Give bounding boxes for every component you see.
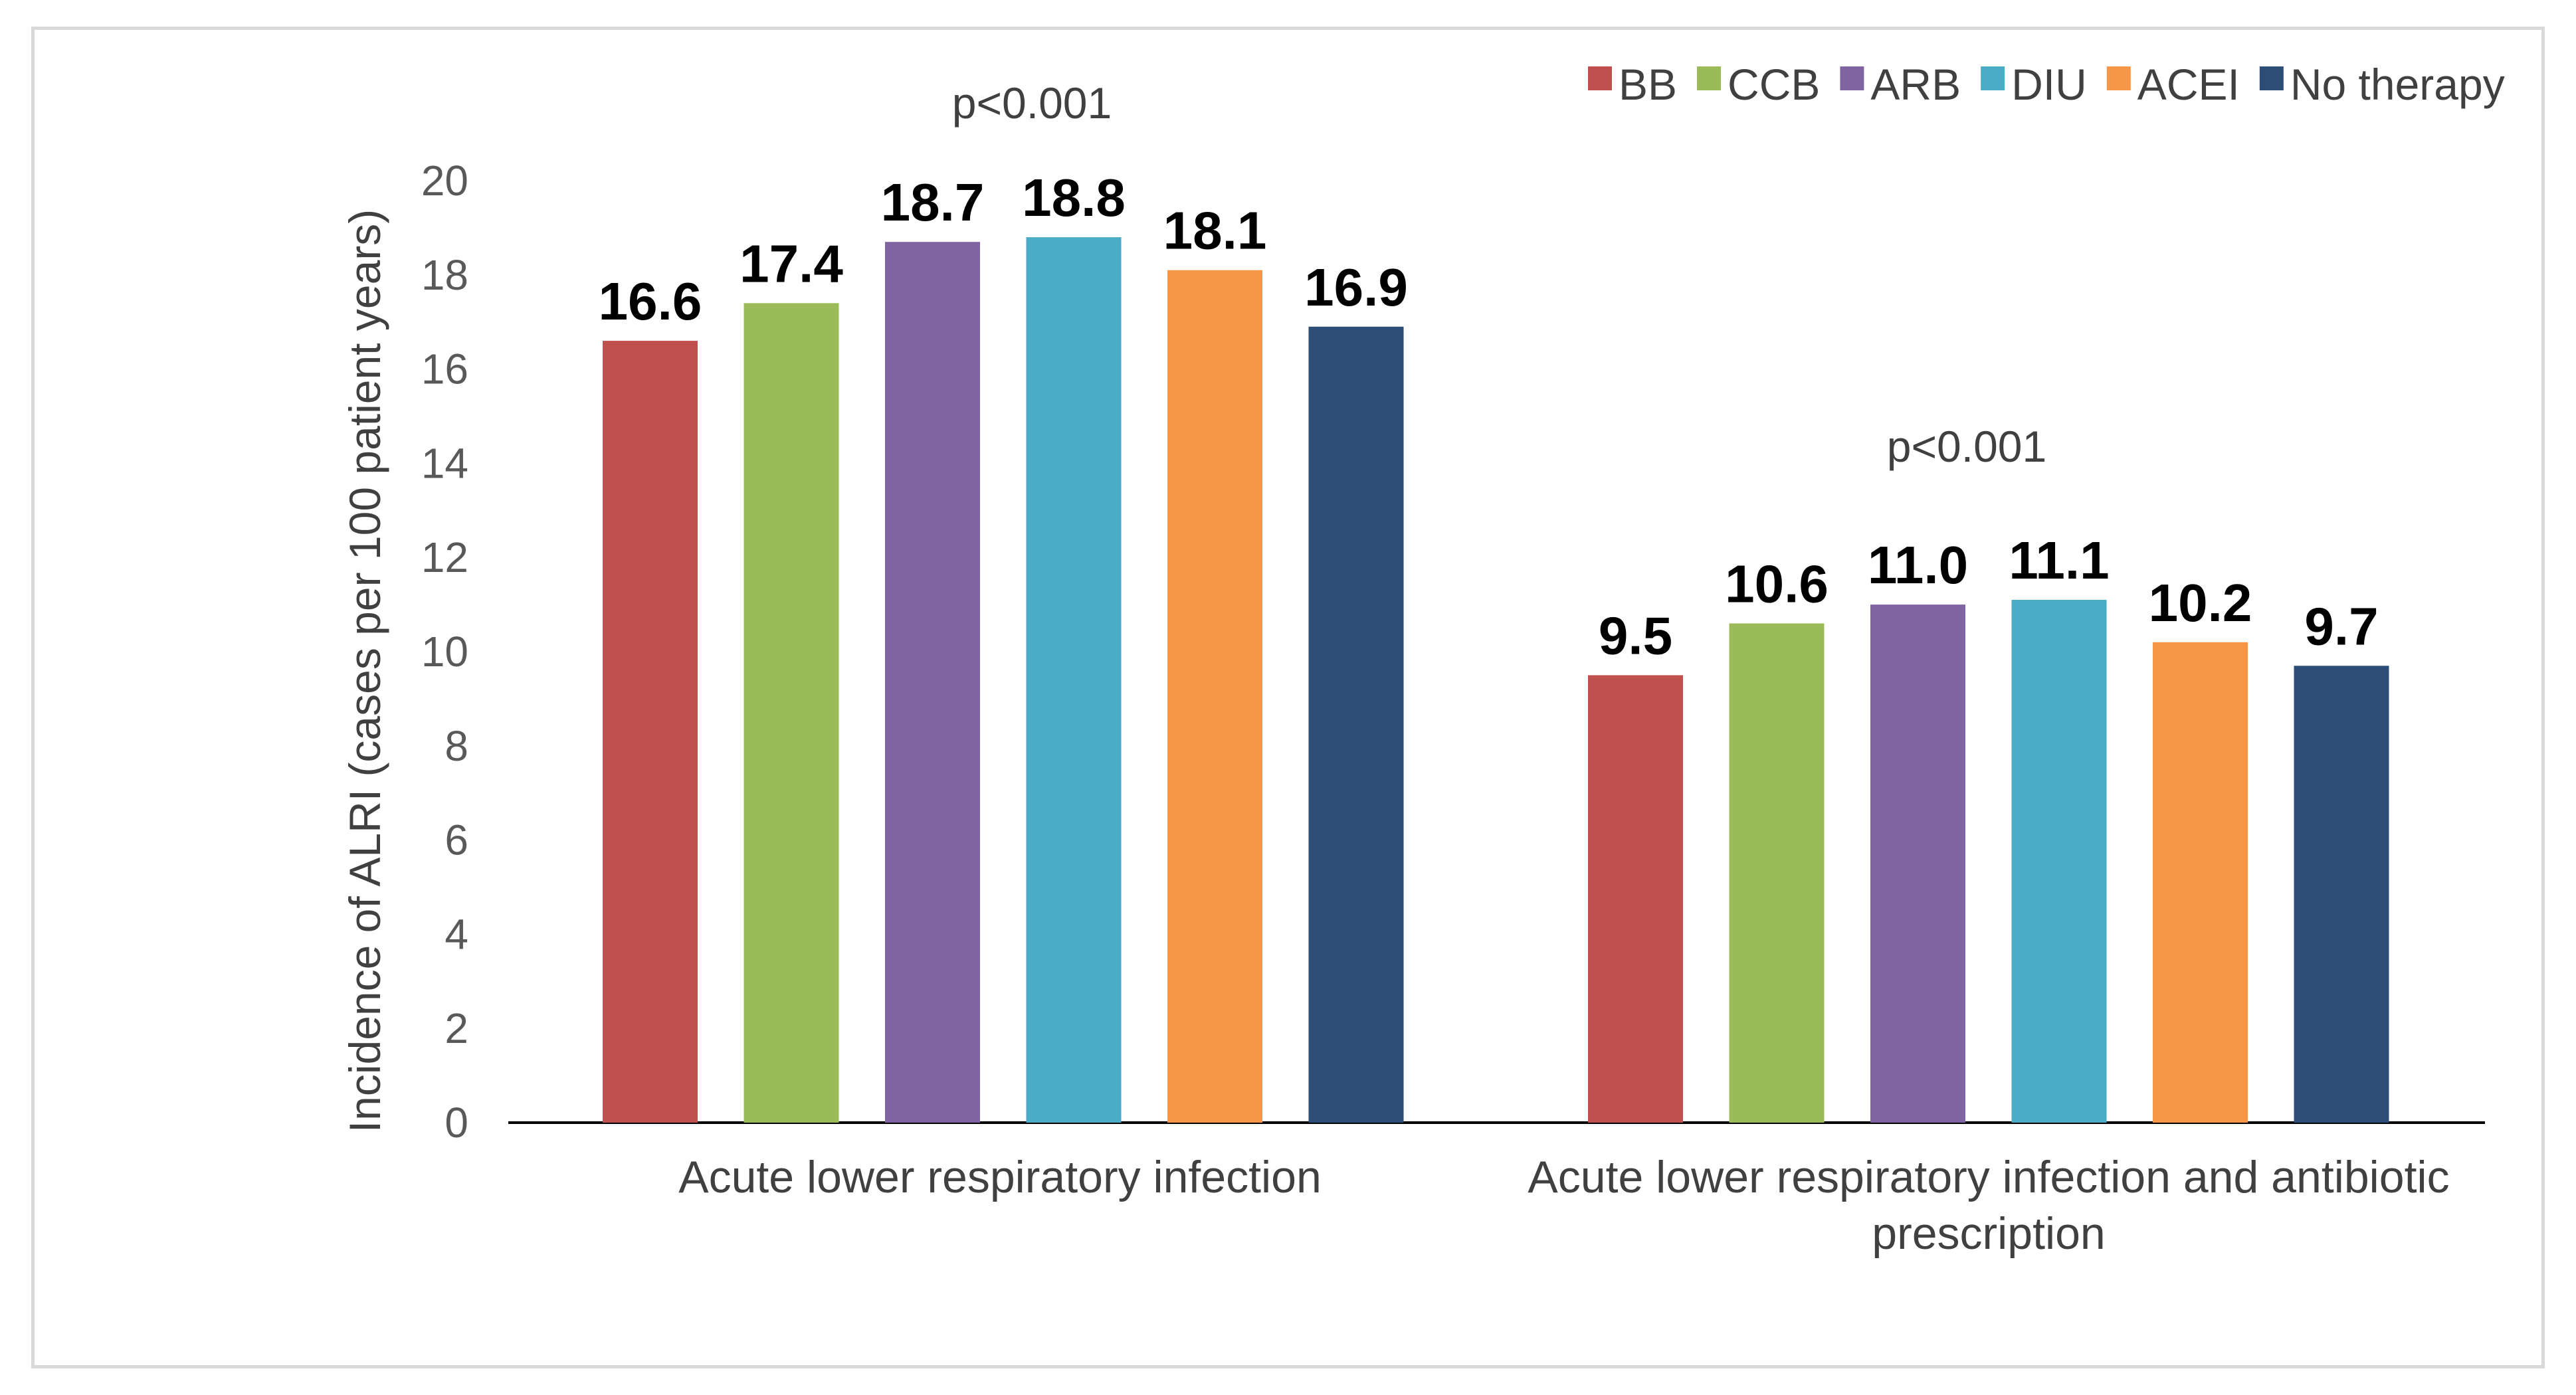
legend-swatch xyxy=(1981,66,2005,90)
p-value-annotation: p<0.001 xyxy=(1887,422,2046,471)
data-label: 18.7 xyxy=(881,173,985,232)
y-tick-label: 16 xyxy=(421,345,468,393)
bar xyxy=(2011,600,2107,1123)
y-tick-label: 4 xyxy=(445,910,468,958)
data-label: 16.9 xyxy=(1304,258,1408,317)
data-label: 18.8 xyxy=(1022,168,1126,227)
x-category-label: prescription xyxy=(1872,1208,2106,1259)
data-label: 11.0 xyxy=(1868,535,1968,595)
y-tick-label: 20 xyxy=(421,157,468,205)
bar xyxy=(743,303,839,1123)
data-label: 10.2 xyxy=(2149,573,2252,632)
bar xyxy=(1167,270,1262,1123)
bar xyxy=(1026,237,1122,1123)
bar xyxy=(2294,666,2389,1123)
legend-swatch xyxy=(1588,66,1612,90)
legend-label: ARB xyxy=(1870,60,1961,109)
chart-frame xyxy=(31,27,2545,1368)
legend-swatch xyxy=(2106,66,2131,90)
y-tick-label: 18 xyxy=(421,251,468,299)
legend-label: BB xyxy=(1619,60,1677,109)
data-label: 9.5 xyxy=(1599,606,1672,665)
legend-label: No therapy xyxy=(2290,60,2505,109)
legend-label: CCB xyxy=(1728,60,1820,109)
bar xyxy=(1588,675,1683,1123)
y-axis-label: Incidence of ALRI (cases per 100 patient… xyxy=(340,209,389,1133)
x-category-label: Acute lower respiratory infection and an… xyxy=(1528,1152,2449,1202)
data-label: 10.6 xyxy=(1725,554,1829,613)
bar xyxy=(1308,326,1404,1123)
legend-swatch xyxy=(2259,66,2284,90)
bar xyxy=(603,341,698,1123)
data-label: 11.1 xyxy=(2009,531,2109,590)
legend-swatch xyxy=(1840,66,1864,90)
bar xyxy=(1729,623,1825,1123)
y-tick-label: 14 xyxy=(421,439,468,487)
y-tick-label: 12 xyxy=(421,533,468,581)
legend-label: ACEI xyxy=(2137,60,2240,109)
data-label: 9.7 xyxy=(2304,597,2378,656)
bar xyxy=(885,242,980,1123)
y-tick-label: 10 xyxy=(421,628,468,676)
data-label: 17.4 xyxy=(740,234,843,293)
x-category-label: Acute lower respiratory infection xyxy=(678,1152,1322,1202)
data-label: 16.6 xyxy=(599,272,702,331)
legend-label: DIU xyxy=(2011,60,2087,109)
bar xyxy=(2153,642,2248,1123)
legend-swatch xyxy=(1697,66,1722,90)
y-tick-label: 8 xyxy=(445,722,468,770)
data-label: 18.1 xyxy=(1163,201,1267,260)
y-tick-label: 6 xyxy=(445,816,468,864)
p-value-annotation: p<0.001 xyxy=(952,78,1112,128)
y-tick-label: 0 xyxy=(445,1099,468,1147)
bar xyxy=(1870,604,1965,1123)
y-tick-label: 2 xyxy=(445,1004,468,1052)
